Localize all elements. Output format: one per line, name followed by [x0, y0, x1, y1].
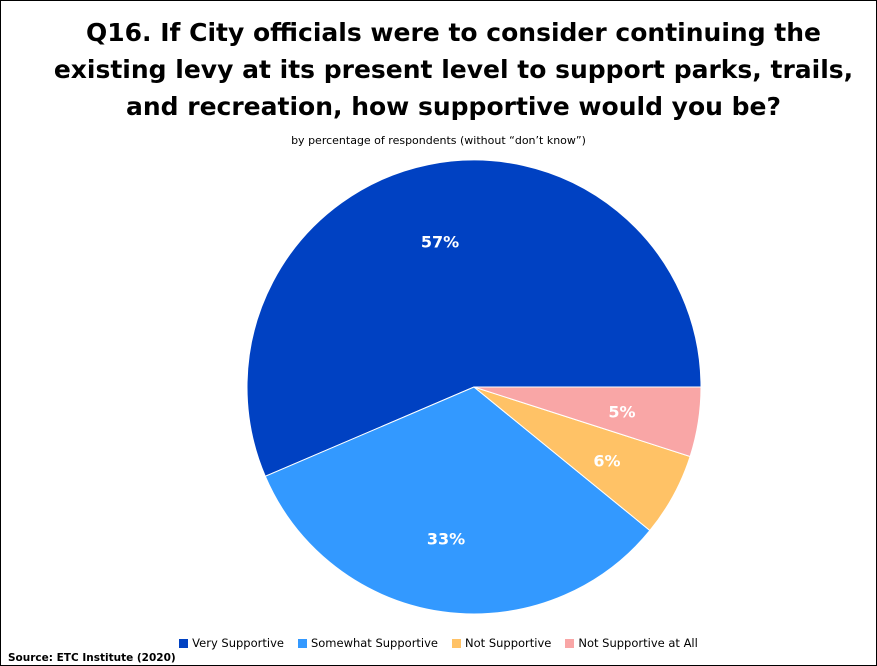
legend-swatch — [565, 638, 575, 648]
legend-item-not-supportive: Not Supportive — [452, 636, 551, 650]
chart-source: Source: ETC Institute (2020) — [8, 652, 176, 664]
legend-swatch — [179, 638, 189, 648]
legend-item-somewhat-supportive: Somewhat Supportive — [297, 636, 439, 650]
legend-label: Somewhat Supportive — [310, 636, 439, 650]
chart-subtitle: by percentage of respondents (without “d… — [291, 134, 586, 147]
data-label-not-supportive: 6% — [593, 452, 620, 471]
legend-swatch — [297, 638, 307, 648]
pie-slice-somewhat-supportive — [264, 386, 651, 615]
data-label-not-supportive-at-all: 5% — [608, 403, 635, 422]
data-label-very-supportive: 57% — [421, 233, 459, 252]
legend-item-not-supportive-at-all: Not Supportive at All — [565, 636, 698, 650]
chart-title: Q16. If City officials were to consider … — [53, 18, 854, 121]
legend-item-very-supportive: Very Supportive — [179, 636, 284, 650]
data-label-somewhat-supportive: 33% — [427, 530, 465, 549]
legend-label: Not Supportive — [465, 636, 552, 650]
pie-slice-very-supportive — [246, 159, 702, 477]
legend-label: Very Supportive — [192, 636, 284, 650]
legend-swatch — [452, 638, 462, 648]
pie-slice-not-supportive-at-all — [473, 386, 702, 458]
legend-label: Not Supportive at All — [578, 636, 698, 650]
chart-legend: Very Supportive Somewhat Supportive Not Su… — [0, 636, 877, 650]
